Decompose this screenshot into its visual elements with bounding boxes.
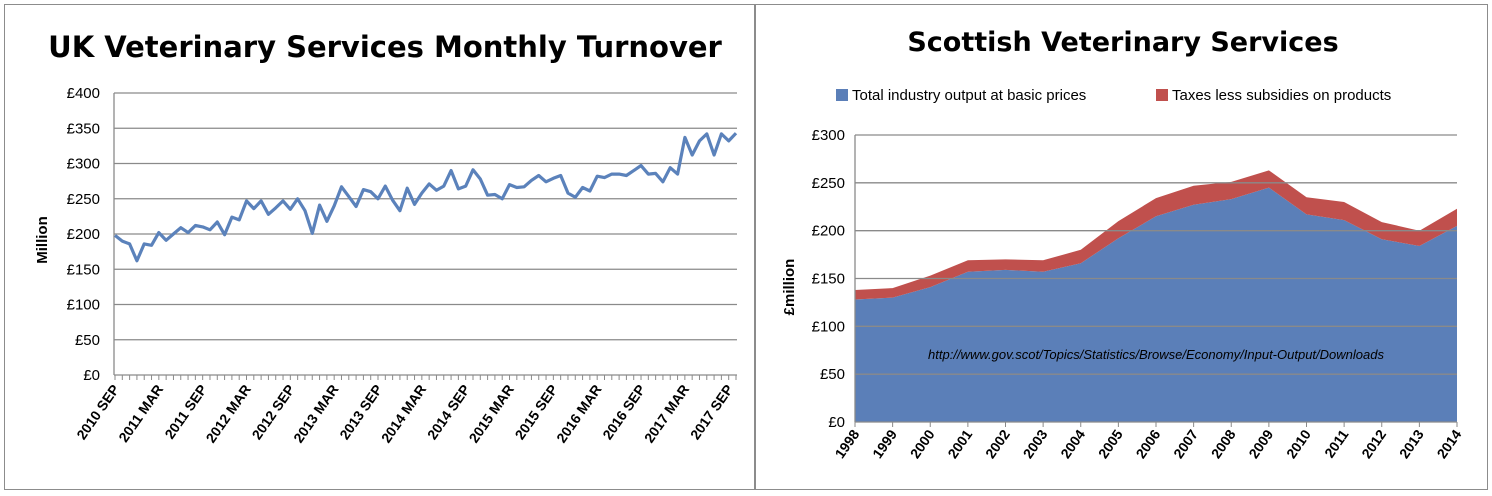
scottish-x-tick-labels: 1998 1999 2000 2001 2002 2003 2004 2005 2006 2007… <box>831 426 1464 461</box>
uk-x-tick-label: 2017 SEP <box>687 382 736 443</box>
scottish-x-tick-label: 1999 <box>869 426 900 461</box>
scottish-x-tick-label: 2006 <box>1132 426 1163 461</box>
uk-y-tick-label: £0 <box>83 367 100 384</box>
scottish-panel: Scottish Veterinary Services Total indus… <box>755 4 1488 490</box>
uk-turnover-chart: UK Veterinary Services Monthly Turnover … <box>34 30 738 446</box>
uk-x-tick-label: 2015 MAR <box>465 382 516 446</box>
scottish-y-tick-label: £0 <box>828 414 845 431</box>
scottish-chart: Scottish Veterinary Services Total indus… <box>781 27 1465 461</box>
uk-series <box>114 132 738 263</box>
scottish-y-axis-label: £million <box>781 259 798 316</box>
scottish-x-tick-label: 2007 <box>1170 426 1201 461</box>
scottish-x-tick-label: 2000 <box>907 426 938 461</box>
uk-x-tick-label: 2012 MAR <box>202 382 253 446</box>
uk-x-tick-label: 2015 SEP <box>512 382 561 443</box>
uk-y-tick-label: £150 <box>67 261 100 278</box>
area-total-industry-output <box>855 187 1457 422</box>
scottish-gridlines <box>855 134 1457 375</box>
legend-label-1: Total industry output at basic prices <box>852 87 1086 104</box>
uk-chart-title: UK Veterinary Services Monthly Turnover <box>48 30 722 64</box>
scottish-legend: Total industry output at basic prices Tax… <box>836 87 1391 104</box>
scottish-y-tick-label: £150 <box>812 271 845 288</box>
uk-y-tick-label: £350 <box>67 120 100 137</box>
uk-gridlines <box>114 92 737 341</box>
scottish-x-tick-label: 2001 <box>944 426 975 461</box>
uk-x-tick-label: 2013 SEP <box>336 382 385 443</box>
uk-turnover-panel: UK Veterinary Services Monthly Turnover … <box>4 4 755 490</box>
uk-y-axis-label: Million <box>34 216 51 264</box>
legend-label-2: Taxes less subsidies on products <box>1172 87 1391 104</box>
uk-x-tick-label: 2013 MAR <box>290 382 341 446</box>
source-url-annotation: http://www.gov.scot/Topics/Statistics/Br… <box>928 347 1384 362</box>
scottish-y-tick-label: £200 <box>812 223 845 240</box>
uk-y-tick-label: £200 <box>67 226 100 243</box>
scottish-x-tick-label: 2008 <box>1208 426 1239 461</box>
scottish-y-tick-labels: £0 £50 £100 £150 £200 £250 £300 <box>812 127 845 431</box>
uk-y-tick-label: £400 <box>67 85 100 102</box>
scottish-x-tick-label: 2012 <box>1358 426 1389 461</box>
uk-x-tick-label: 2014 MAR <box>378 382 429 446</box>
scottish-y-tick-label: £100 <box>812 318 845 335</box>
scottish-x-tick-label: 1998 <box>831 426 862 461</box>
uk-x-tick-label: 2016 MAR <box>553 382 604 446</box>
uk-x-axis <box>113 93 737 380</box>
scottish-x-tick-label: 2014 <box>1433 426 1464 461</box>
uk-x-tick-label: 2010 SEP <box>73 382 122 443</box>
uk-y-tick-labels: £0 £50 £100 £150 £200 £250 £300 £350 £400 <box>67 85 100 384</box>
uk-y-tick-label: £300 <box>67 156 100 173</box>
uk-y-tick-label: £50 <box>75 332 100 349</box>
legend-swatch-2 <box>1156 89 1168 101</box>
uk-x-tick-label: 2017 MAR <box>641 382 692 446</box>
legend-swatch-1 <box>836 89 848 101</box>
scottish-x-tick-label: 2005 <box>1095 426 1126 461</box>
uk-y-tick-label: £250 <box>67 191 100 208</box>
scottish-x-tick-label: 2010 <box>1283 426 1314 461</box>
uk-x-tick-label: 2012 SEP <box>249 382 298 443</box>
scottish-chart-title: Scottish Veterinary Services <box>907 27 1338 58</box>
uk-x-tick-label: 2011 MAR <box>115 382 166 445</box>
scottish-y-tick-label: £50 <box>820 366 845 383</box>
scottish-x-axis <box>854 135 1458 427</box>
scottish-y-tick-label: £250 <box>812 175 845 192</box>
scottish-x-tick-label: 2002 <box>982 426 1013 461</box>
scottish-x-tick-label: 2009 <box>1245 426 1276 461</box>
area-taxes-less-subsidies <box>855 170 1457 300</box>
scottish-x-tick-label: 2003 <box>1020 426 1051 461</box>
uk-turnover-line <box>114 132 738 263</box>
scottish-x-tick-label: 2011 <box>1321 426 1352 460</box>
scottish-areas <box>855 170 1457 422</box>
scottish-x-tick-label: 2013 <box>1396 426 1427 461</box>
scottish-x-tick-label: 2004 <box>1057 426 1088 461</box>
uk-x-tick-label: 2014 SEP <box>424 382 473 443</box>
scottish-y-tick-label: £300 <box>812 127 845 144</box>
uk-x-tick-label: 2011 SEP <box>161 382 210 442</box>
uk-x-tick-label: 2016 SEP <box>599 382 648 443</box>
uk-y-tick-label: £100 <box>67 297 100 314</box>
